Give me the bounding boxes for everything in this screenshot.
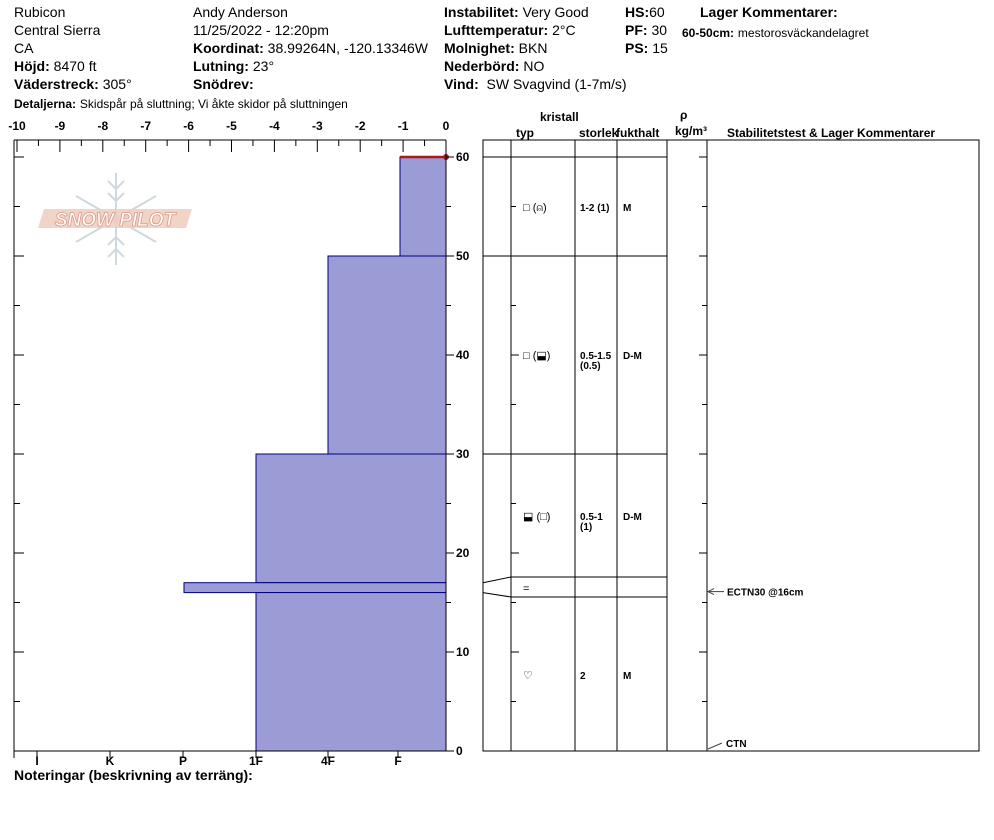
depth-tick-label: 30 bbox=[456, 447, 470, 461]
region: Central Sierra bbox=[14, 22, 101, 38]
moisture: M bbox=[623, 203, 631, 214]
col-storlek: storlek bbox=[579, 126, 619, 140]
coordinates: Koordinat: 38.99264N, -120.13346W bbox=[193, 40, 428, 56]
stability-arrow-head bbox=[706, 588, 715, 596]
depth-tick-label: 0 bbox=[456, 744, 463, 758]
moisture: D-M bbox=[623, 512, 642, 523]
moisture: M bbox=[623, 671, 631, 682]
hardness-tick-label: 1F bbox=[249, 754, 263, 768]
crystal-type: ⬓ (□) bbox=[523, 511, 550, 523]
aspect: Väderstreck: 305° bbox=[14, 76, 132, 92]
temp-tick-label: -9 bbox=[55, 119, 66, 133]
crystal-type: □ (⬓) bbox=[523, 350, 550, 362]
wind: Vind: SW Svagvind (1-7m/s) bbox=[444, 76, 627, 92]
temp-tick-label: -3 bbox=[312, 119, 323, 133]
crystal-type: ♡ bbox=[523, 670, 533, 682]
notes-label: Noteringar (beskrivning av terräng): bbox=[14, 767, 253, 783]
col-kristall: kristall bbox=[540, 110, 579, 124]
temp-tick-label: -2 bbox=[355, 119, 366, 133]
location: Rubicon bbox=[14, 4, 66, 20]
elevation: Höjd: 8470 ft bbox=[14, 58, 97, 74]
stability-test-label: ECTN30 @16cm bbox=[727, 588, 804, 599]
hardness-tick-label: P bbox=[179, 754, 187, 768]
layer-comments-title: Lager Kommentarer: bbox=[700, 4, 838, 20]
depth-tick-label: 50 bbox=[456, 249, 470, 263]
hardness-tick-label: 4F bbox=[321, 754, 335, 768]
temp-tick-label: 0 bbox=[443, 119, 450, 133]
hardness-tick-label: I bbox=[35, 754, 38, 768]
stability-arrow bbox=[707, 742, 723, 750]
temp-tick-label: -6 bbox=[183, 119, 194, 133]
temp-tick-label: -5 bbox=[226, 119, 237, 133]
pf: PF: 30 bbox=[625, 22, 668, 38]
connector-top bbox=[482, 576, 512, 584]
depth-tick-label: 20 bbox=[456, 546, 470, 560]
moisture: D-M bbox=[623, 351, 642, 362]
state: CA bbox=[14, 40, 34, 56]
hardness-bar-1 bbox=[327, 255, 447, 455]
col-stability: Stabilitetstest & Lager Kommentarer bbox=[727, 126, 936, 140]
air-temperature: Lufttemperatur: 2°C bbox=[444, 22, 576, 38]
drift: Snödrev: bbox=[193, 76, 254, 92]
table-frame bbox=[482, 139, 980, 752]
hardness-tick-label: K bbox=[106, 754, 115, 768]
precipitation: Nederbörd: NO bbox=[444, 58, 545, 74]
temp-tick-label: -1 bbox=[398, 119, 409, 133]
hardness-bar-0 bbox=[399, 156, 447, 257]
col-density-unit: kg/m³ bbox=[675, 124, 708, 138]
temp-tick-label: -8 bbox=[97, 119, 108, 133]
details: Detaljerna: Skidspår på sluttning; Vi åk… bbox=[14, 97, 348, 111]
datetime: 11/25/2022 - 12:20pm bbox=[193, 22, 329, 38]
crystal-type: = bbox=[523, 583, 529, 595]
slope: Lutning: 23° bbox=[193, 58, 275, 74]
layer-comment: 60-50cm: mestorosväckandelagret bbox=[682, 26, 869, 40]
temp-tick-label: -4 bbox=[269, 119, 280, 133]
depth-tick-label: 40 bbox=[456, 348, 470, 362]
hs: HS:60 bbox=[625, 4, 665, 20]
depth-tick-label: 60 bbox=[456, 150, 470, 164]
hardness-bar-2 bbox=[255, 453, 447, 584]
observer: Andy Anderson bbox=[193, 4, 288, 20]
hardness-bar-4 bbox=[255, 592, 447, 752]
temp-tick-label: -10 bbox=[8, 119, 26, 133]
crystal-size: 0.5-1 bbox=[580, 512, 603, 523]
ps: PS: 15 bbox=[625, 40, 668, 56]
col-fukthalt: fukthalt bbox=[616, 126, 660, 140]
cloud-cover: Molnighet: BKN bbox=[444, 40, 548, 56]
crystal-size: (0.5) bbox=[580, 361, 601, 372]
hardness-tick-label: F bbox=[394, 754, 401, 768]
temp-tick-label: -7 bbox=[140, 119, 151, 133]
connector-bottom bbox=[482, 592, 512, 598]
crystal-size: 2 bbox=[580, 671, 586, 682]
hardness-bar-3 bbox=[183, 582, 447, 594]
crystal-size: 0.5-1.5 bbox=[580, 351, 612, 362]
col-rho: ρ bbox=[680, 108, 688, 122]
instability: Instabilitet: Very Good bbox=[444, 4, 589, 20]
crystal-type: □ (⍝) bbox=[523, 202, 547, 214]
depth-tick-label: 10 bbox=[456, 645, 470, 659]
stability-test-label: CTN bbox=[726, 739, 747, 750]
crystal-size: 1-2 (1) bbox=[580, 203, 609, 214]
crystal-size: (1) bbox=[580, 522, 592, 533]
col-typ: typ bbox=[516, 126, 534, 140]
